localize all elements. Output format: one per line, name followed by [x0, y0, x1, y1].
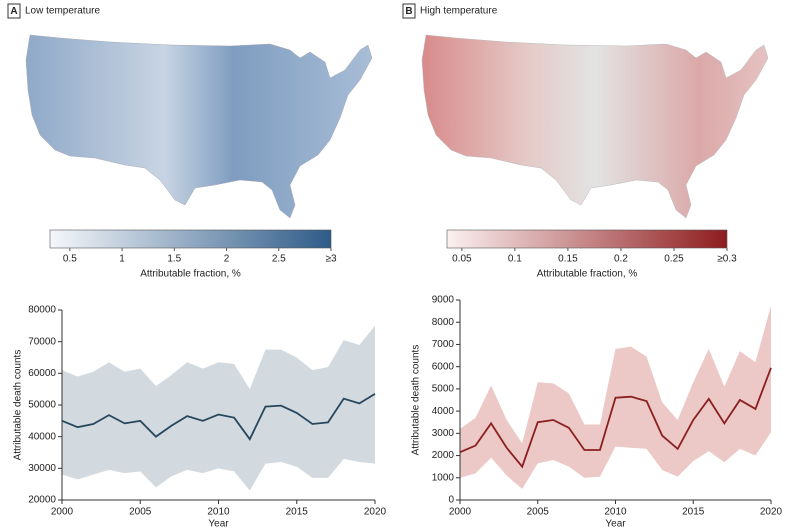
x-tick-label: 2005 [527, 507, 550, 518]
y-tick-label: 1000 [432, 472, 455, 483]
x-tick-label: ≥3 [325, 254, 336, 265]
panel-label: B [405, 6, 412, 17]
x-tick-label: 2015 [286, 507, 309, 518]
y-tick-label: 9000 [432, 295, 455, 306]
y-tick-label: 50000 [28, 400, 56, 411]
x-tick-label: 2010 [604, 507, 627, 518]
x-axis-label: Attributable fraction, % [537, 269, 638, 280]
y-tick-label: 5000 [432, 384, 455, 395]
x-axis-label: Year [605, 519, 626, 530]
colorbar [49, 229, 332, 249]
y-tick-label: 80000 [28, 305, 56, 316]
y-tick-label: 0 [448, 495, 454, 506]
x-tick-label: ≥0.3 [717, 254, 737, 265]
x-tick-label: 2000 [51, 507, 74, 518]
x-tick-label: 2005 [129, 507, 152, 518]
x-tick-label: 0.5 [63, 254, 77, 265]
y-tick-label: 7000 [432, 339, 455, 350]
x-tick-label: 2 [224, 254, 230, 265]
panel-title: High temperature [420, 6, 498, 17]
x-tick-label: 2010 [207, 507, 230, 518]
x-axis-label: Year [208, 519, 229, 530]
x-tick-label: 2015 [682, 507, 705, 518]
y-tick-label: 70000 [28, 336, 56, 347]
map-high-temperature [421, 34, 769, 219]
line [61, 393, 376, 441]
confidence-band [62, 325, 375, 491]
x-tick-label: 2000 [449, 507, 472, 518]
x-tick-label: 2.5 [272, 254, 286, 265]
y-tick-label: 4000 [432, 406, 455, 417]
x-tick-label: 0.1 [508, 254, 522, 265]
x-axis-label: Attributable fraction, % [140, 269, 241, 280]
x-tick-label: 2020 [364, 507, 387, 518]
panel-label-box [7, 3, 21, 19]
map-low-temperature [25, 34, 373, 219]
line [459, 367, 772, 469]
colorbar [446, 229, 728, 249]
x-tick-label: 0.05 [452, 254, 472, 265]
y-tick-label: 2000 [432, 450, 455, 461]
y-axis-label: Attributable death counts [13, 350, 24, 461]
x-tick-label: 2020 [760, 507, 783, 518]
x-tick-label: 0.2 [614, 254, 628, 265]
y-tick-label: 3000 [432, 428, 455, 439]
panel-label-box [402, 3, 416, 19]
panel-label: A [10, 6, 17, 17]
y-tick-label: 30000 [28, 463, 56, 474]
y-axis-label: Attributable death counts [411, 345, 422, 456]
panel-title: Low temperature [25, 6, 100, 17]
y-tick-label: 40000 [28, 431, 56, 442]
y-tick-label: 8000 [432, 317, 455, 328]
x-tick-label: 0.25 [664, 254, 684, 265]
y-tick-label: 20000 [28, 495, 56, 506]
x-tick-label: 1 [119, 254, 125, 265]
x-tick-label: 1.5 [167, 254, 181, 265]
y-tick-label: 60000 [28, 368, 56, 379]
y-tick-label: 6000 [432, 361, 455, 372]
x-tick-label: 0.15 [558, 254, 578, 265]
